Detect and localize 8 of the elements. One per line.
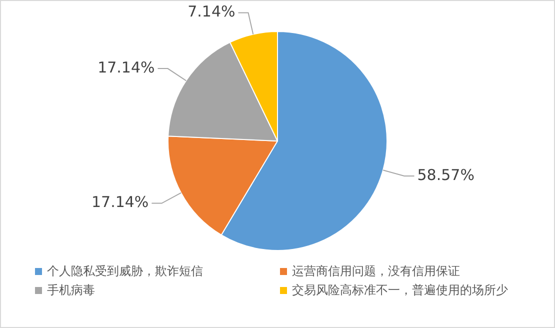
data-label: 17.14% — [91, 193, 149, 212]
legend-label: 个人隐私受到威胁，欺诈短信 — [47, 263, 203, 280]
data-label: 17.14% — [98, 58, 155, 76]
data-label: 58.57% — [417, 166, 474, 184]
legend-label: 运营商信用问题，没有信用保证 — [292, 263, 460, 280]
data-label: 7.14% — [188, 2, 236, 21]
legend-label: 手机病毒 — [47, 282, 95, 299]
legend-label: 交易风险高标准不一，普遍使用的场所少 — [292, 282, 508, 299]
